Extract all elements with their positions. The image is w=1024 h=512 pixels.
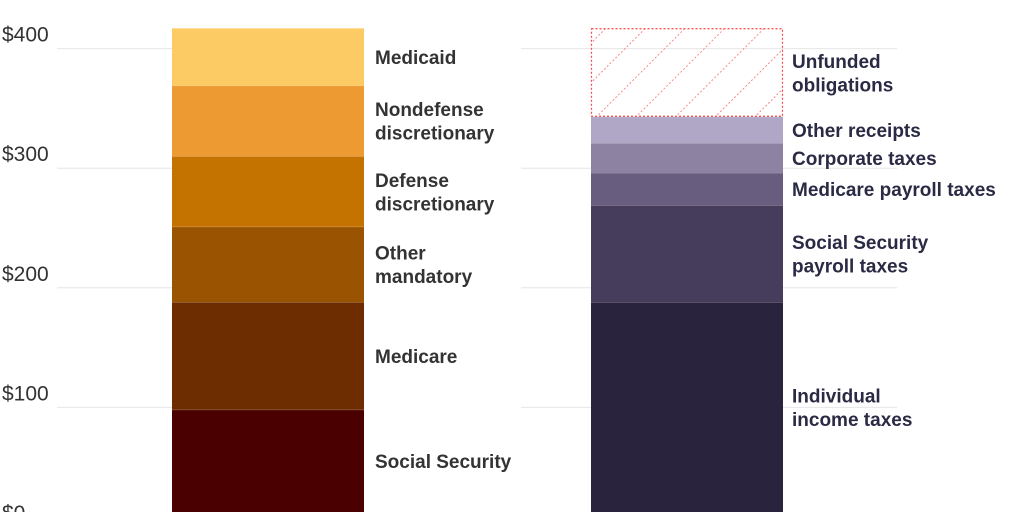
- bar-segment: [591, 172, 783, 206]
- segment-label: Medicare: [375, 347, 457, 368]
- segment-label: Medicare payroll taxes: [792, 180, 996, 201]
- bar-segment: [590, 28, 784, 117]
- bar-segment: [172, 85, 364, 157]
- segment-labels: Social Security Medicare Other mandatory Def…: [375, 48, 996, 473]
- y-tick-label: $200: [2, 263, 49, 286]
- segment-label: Other mandatory: [375, 244, 473, 289]
- segment-label: Medicaid: [375, 48, 456, 69]
- segment-label: Individual income taxes: [792, 386, 912, 431]
- segment-label: Unfunded obligations: [792, 52, 893, 97]
- bar-segment: [591, 302, 783, 512]
- bar-segment: [591, 143, 783, 173]
- y-tick-label: $100: [2, 382, 49, 405]
- segment-label: Social Security payroll taxes: [792, 233, 929, 277]
- segment-label: Nondefense discretionary: [375, 100, 495, 144]
- bar-segment: [172, 156, 364, 227]
- y-tick-label: $300: [2, 143, 49, 166]
- bar-segment: [172, 28, 364, 86]
- segment-label: Social Security: [375, 452, 512, 473]
- segment-label: Corporate taxes: [792, 149, 937, 170]
- y-tick-label: $0: [2, 502, 25, 512]
- segment-label: Other receipts: [792, 121, 921, 142]
- bar-segment: [591, 116, 783, 144]
- bar-segment: [172, 409, 364, 512]
- bar-segment: [591, 205, 783, 303]
- bars: [172, 27, 784, 512]
- bar-segment: [172, 302, 364, 410]
- y-tick-label: $400: [2, 24, 49, 47]
- y-axis: $0 $100 $200 $300 $400: [2, 24, 49, 512]
- bar-segment: [172, 226, 364, 303]
- segment-label: Defense discretionary: [375, 171, 495, 216]
